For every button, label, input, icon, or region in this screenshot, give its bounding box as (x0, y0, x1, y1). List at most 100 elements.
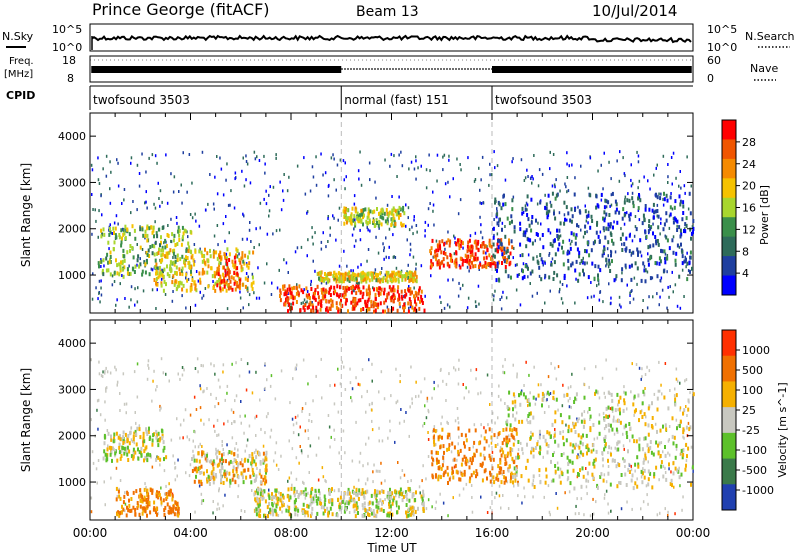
scatter-pixel (389, 429, 391, 432)
range-cell (378, 291, 380, 295)
scatter-pixel (659, 296, 661, 299)
range-cell (526, 213, 528, 217)
range-cell (358, 488, 360, 492)
range-cell (518, 420, 520, 424)
range-cell (291, 287, 293, 291)
range-cell (490, 264, 492, 268)
scatter-pixel (156, 162, 158, 165)
range-cell (423, 509, 425, 513)
scatter-pixel (563, 452, 565, 455)
scatter-pixel (314, 231, 316, 234)
range-cell (103, 457, 105, 461)
range-cell (159, 439, 161, 443)
range-cell (160, 249, 162, 253)
scatter-pixel (372, 470, 374, 473)
range-cell (267, 514, 269, 518)
range-cell (393, 213, 395, 217)
scatter-pixel (100, 287, 102, 290)
range-cell (219, 286, 221, 290)
scatter-pixel (562, 430, 564, 433)
scatter-pixel (585, 205, 587, 208)
scatter-pixel (352, 387, 354, 390)
range-cell (460, 449, 462, 453)
range-cell (225, 273, 227, 277)
scatter-pixel (333, 429, 335, 432)
range-cell (218, 266, 220, 270)
range-cell (629, 249, 631, 253)
scatter-pixel (228, 204, 230, 207)
range-cell (380, 301, 382, 305)
range-cell (138, 265, 140, 269)
scatter-pixel (137, 300, 139, 303)
range-cell (319, 501, 321, 505)
scatter-pixel (342, 361, 344, 364)
range-cell (607, 200, 609, 204)
range-cell (377, 506, 379, 510)
range-cell (587, 471, 589, 475)
range-cell (387, 491, 389, 495)
scatter-pixel (540, 383, 542, 386)
range-cell (284, 303, 286, 307)
scatter-pixel (384, 397, 386, 400)
scatter-pixel (623, 391, 625, 394)
scatter-pixel (552, 257, 554, 260)
scatter-pixel (411, 397, 413, 400)
scatter-pixel (667, 452, 669, 455)
scatter-pixel (260, 428, 262, 431)
range-cell (383, 301, 385, 305)
range-cell (218, 463, 220, 467)
scatter-pixel (451, 450, 453, 453)
scatter-pixel (596, 284, 598, 287)
scatter-pixel (146, 207, 148, 210)
scatter-pixel (179, 437, 181, 440)
range-cell (103, 227, 105, 231)
range-cell (501, 206, 503, 210)
range-cell (390, 277, 392, 281)
scatter-pixel (289, 477, 291, 480)
scatter-pixel (296, 422, 298, 425)
range-cell (437, 451, 439, 455)
range-cell (209, 249, 211, 253)
scatter-pixel (109, 187, 111, 190)
scatter-pixel (562, 404, 564, 407)
range-cell (567, 429, 569, 433)
scatter-pixel (673, 152, 675, 155)
scatter-pixel (216, 397, 218, 400)
scatter-pixel (475, 305, 477, 308)
range-cell (234, 256, 236, 260)
scatter-pixel (436, 180, 438, 183)
scatter-pixel (691, 185, 693, 188)
scatter-pixel (414, 168, 416, 171)
range-cell (465, 462, 467, 466)
range-cell (664, 222, 666, 226)
range-cell (544, 274, 546, 278)
scatter-pixel (624, 223, 626, 226)
range-cell (670, 205, 672, 209)
scatter-pixel (613, 220, 615, 223)
range-cell (188, 246, 190, 250)
scatter-pixel (222, 440, 224, 443)
scatter-pixel (494, 422, 496, 425)
scatter-pixel (339, 265, 341, 268)
range-cell (152, 433, 154, 437)
scatter-pixel (283, 199, 285, 202)
scatter-pixel (555, 492, 557, 495)
range-cell (328, 300, 330, 304)
scatter-pixel (91, 358, 93, 361)
scatter-pixel (490, 506, 492, 509)
scatter-pixel (159, 205, 161, 208)
scatter-pixel (212, 511, 214, 514)
scatter-pixel (298, 433, 300, 436)
scatter-pixel (605, 359, 607, 362)
scatter-pixel (230, 189, 232, 192)
scatter-pixel (165, 153, 167, 156)
scatter-pixel (417, 166, 419, 169)
scatter-pixel (352, 460, 354, 463)
range-cell (591, 215, 593, 219)
scatter-pixel (259, 159, 261, 162)
scatter-pixel (121, 274, 123, 277)
scatter-pixel (649, 369, 651, 372)
range-cell (149, 272, 151, 276)
range-cell (560, 221, 562, 225)
range-cell (662, 475, 664, 479)
